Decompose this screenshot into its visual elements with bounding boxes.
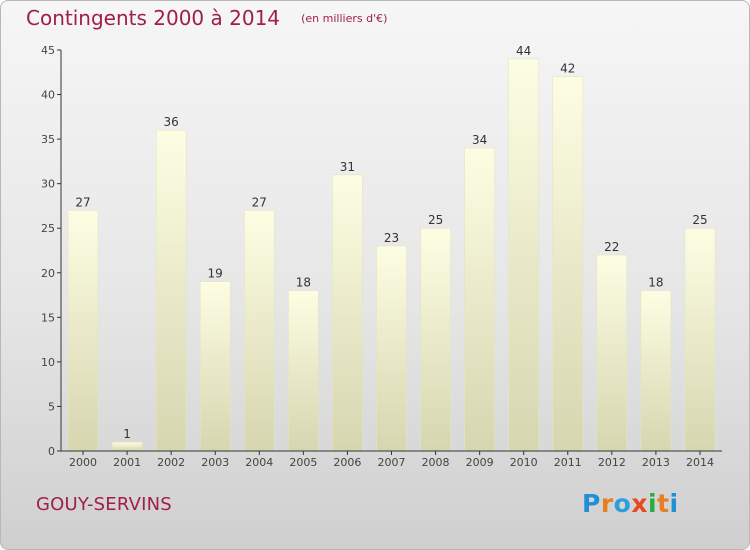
logo-letter: r (600, 489, 614, 518)
data-label-2014: 25 (692, 213, 707, 227)
data-label-2004: 27 (252, 195, 267, 209)
x-tick-label-2004: 2004 (245, 456, 273, 469)
y-tick-label-45: 45 (41, 44, 55, 57)
x-tick-label-2000: 2000 (69, 456, 97, 469)
y-tick-label-5: 5 (48, 400, 55, 413)
chart-header: Contingents 2000 à 2014 (en milliers d'€… (26, 6, 387, 30)
y-tick-label-20: 20 (41, 267, 55, 280)
data-label-2008: 25 (428, 213, 443, 227)
logo-letter: i (669, 489, 679, 518)
bar-2004 (244, 210, 275, 452)
bar-2001 (111, 441, 143, 452)
bar-2006 (332, 174, 363, 452)
bar-2014 (684, 227, 716, 452)
bar-2011 (552, 76, 584, 452)
x-tick-label-2005: 2005 (289, 456, 317, 469)
bar-2013 (640, 290, 672, 452)
y-tick-label-0: 0 (48, 445, 55, 458)
data-label-2013: 18 (648, 276, 663, 290)
logo-letter: i (648, 489, 658, 518)
bar-2000 (67, 210, 99, 452)
x-tick-label-2003: 2003 (201, 456, 229, 469)
y-tick-label-40: 40 (41, 89, 55, 102)
y-tick-label-30: 30 (41, 178, 55, 191)
logo-letter: o (613, 489, 632, 518)
data-label-2000: 27 (75, 195, 90, 209)
logo-letter: x (631, 489, 648, 518)
x-tick-label-2006: 2006 (333, 456, 361, 469)
x-tick-label-2012: 2012 (598, 456, 626, 469)
x-tick-label-2011: 2011 (554, 456, 582, 469)
y-tick-label-25: 25 (41, 222, 55, 235)
data-label-2005: 18 (296, 276, 311, 290)
chart-subtitle: (en milliers d'€) (301, 12, 388, 25)
x-tick-label-2001: 2001 (113, 456, 141, 469)
bar-2010 (508, 58, 540, 452)
x-tick-label-2002: 2002 (157, 456, 185, 469)
x-tick-label-2009: 2009 (466, 456, 494, 469)
y-tick-label-10: 10 (41, 356, 55, 369)
x-tick-label-2008: 2008 (422, 456, 450, 469)
proxiti-logo[interactable]: Proxiti (582, 489, 679, 518)
bar-2007 (376, 245, 407, 452)
chart-title: Contingents 2000 à 2014 (26, 6, 281, 30)
x-tick-label-2010: 2010 (510, 456, 538, 469)
logo-letter: t (657, 489, 670, 518)
x-tick-label-2007: 2007 (378, 456, 406, 469)
data-label-2003: 19 (208, 267, 223, 281)
y-tick-label-15: 15 (41, 311, 55, 324)
data-label-2006: 31 (340, 160, 355, 174)
bar-2008 (420, 227, 451, 452)
data-label-2012: 22 (604, 240, 619, 254)
bar-2009 (464, 147, 495, 452)
data-label-2010: 44 (516, 44, 531, 58)
x-tick-label-2013: 2013 (642, 456, 670, 469)
data-label-2009: 34 (472, 133, 487, 147)
data-label-2002: 36 (164, 115, 179, 129)
x-tick-label-2014: 2014 (686, 456, 714, 469)
logo-letter: P (582, 489, 601, 518)
bar-2012 (596, 254, 628, 452)
y-tick-label-35: 35 (41, 133, 55, 146)
bar-2003 (199, 281, 231, 452)
bar-2005 (288, 290, 319, 452)
data-label-2001: 1 (123, 427, 131, 441)
bar-2002 (155, 129, 187, 452)
place-name: GOUY-SERVINS (36, 494, 172, 515)
data-label-2007: 23 (384, 231, 399, 245)
data-label-2011: 42 (560, 62, 575, 76)
